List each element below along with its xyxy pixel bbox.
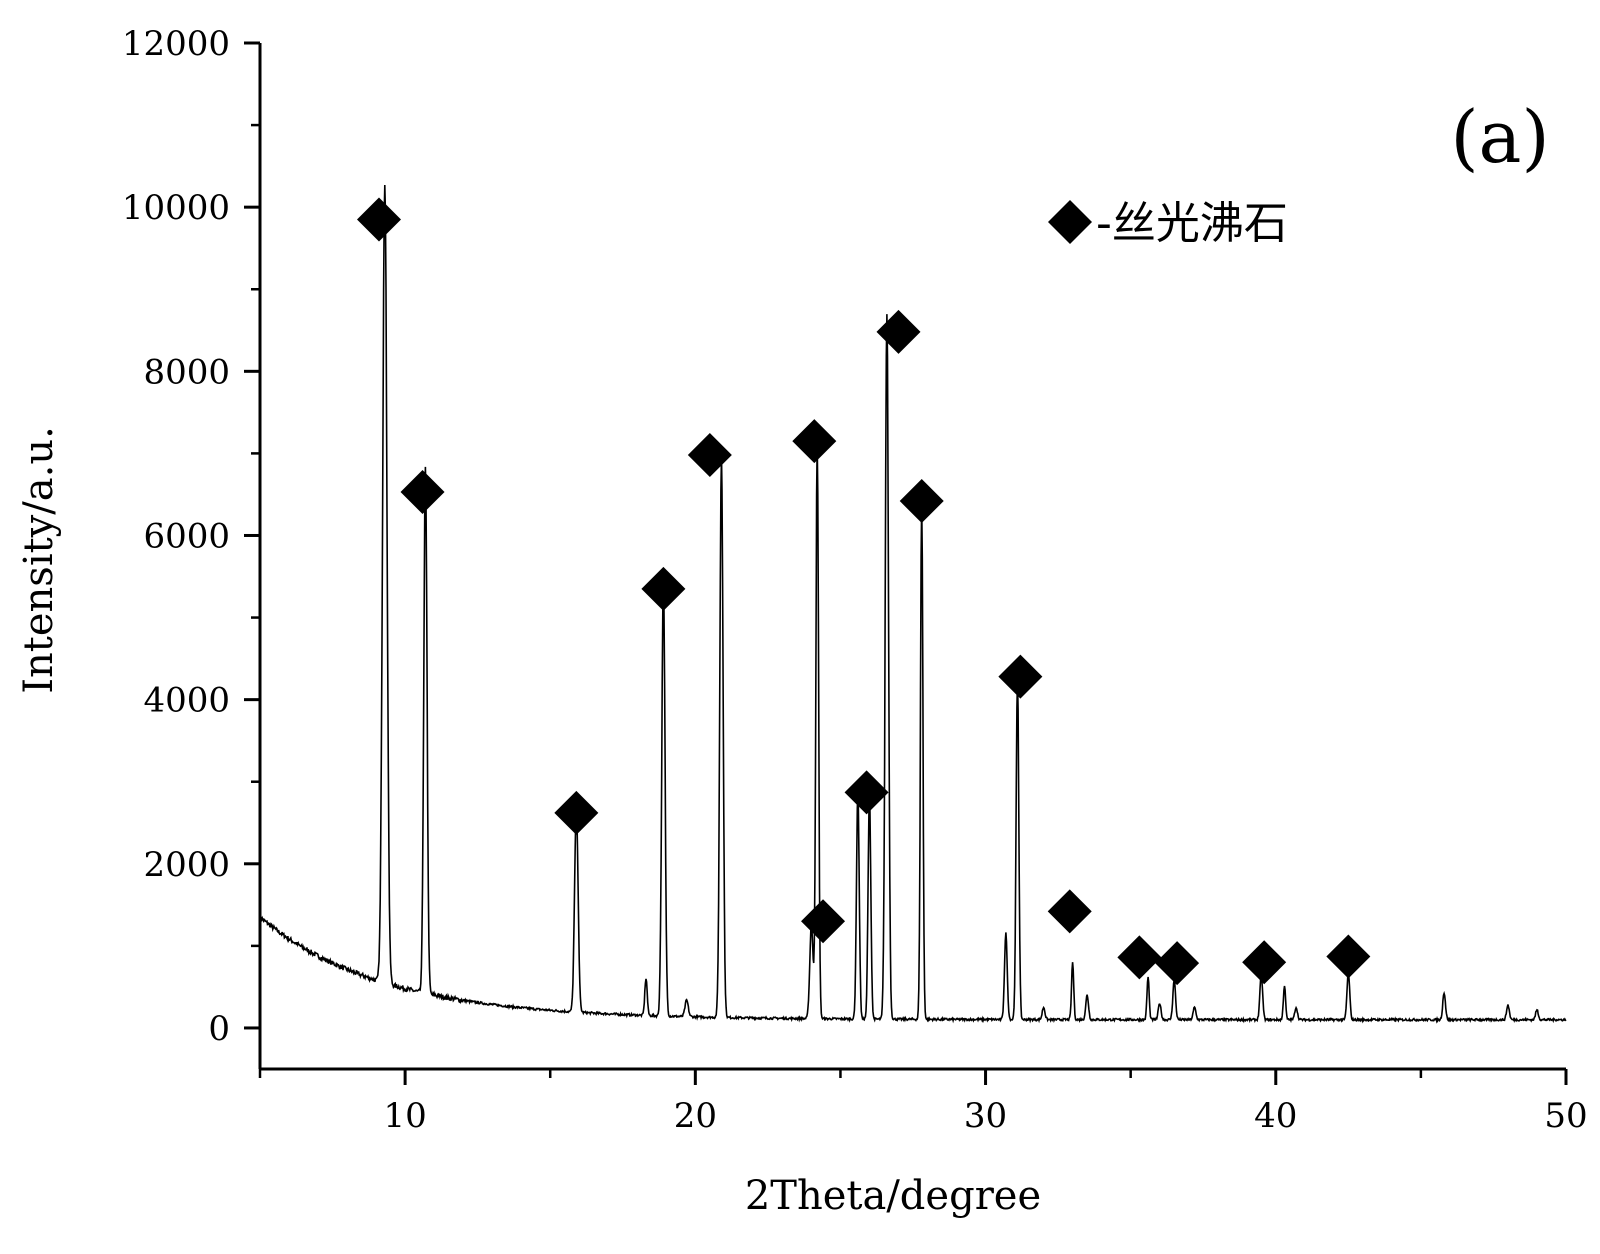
peak-marker-diamond-icon — [1047, 889, 1092, 934]
peak-marker-diamond-icon — [876, 309, 921, 354]
y-tick-label: 6000 — [143, 516, 230, 556]
x-tick-label: 10 — [383, 1096, 426, 1136]
peak-markers — [356, 197, 1371, 986]
xrd-pattern-line — [259, 184, 1567, 1024]
x-axis-title: 2Theta/degree — [745, 1173, 1041, 1219]
peak-marker-diamond-icon — [1326, 934, 1371, 979]
peak-marker-diamond-icon — [687, 433, 732, 478]
y-axis-title: Intensity/a.u. — [16, 426, 62, 694]
y-tick-label: 4000 — [143, 681, 230, 721]
y-tick-label: 0 — [208, 1009, 230, 1049]
panel-label: (a) — [1450, 95, 1549, 179]
peak-marker-diamond-icon — [1242, 940, 1287, 985]
peak-marker-diamond-icon — [792, 419, 837, 464]
peak-marker-diamond-icon — [356, 197, 401, 242]
x-tick-label: 30 — [964, 1096, 1007, 1136]
peak-marker-diamond-icon — [844, 770, 889, 815]
peak-marker-diamond-icon — [641, 566, 686, 611]
y-tick-label: 8000 — [143, 352, 230, 392]
y-tick-label: 10000 — [122, 188, 230, 228]
y-tick-label: 12000 — [122, 24, 230, 64]
legend: -丝光沸石 — [1048, 198, 1288, 249]
legend-diamond-icon — [1048, 200, 1092, 244]
x-tick-label: 20 — [674, 1096, 717, 1136]
peak-marker-diamond-icon — [554, 790, 599, 835]
peak-marker-diamond-icon — [801, 899, 846, 944]
peak-marker-diamond-icon — [998, 654, 1043, 699]
axes: 0 2000 4000 6000 8000 10000 12000 10 20 30 40 50 — [122, 24, 1588, 1136]
x-tick-label: 40 — [1254, 1096, 1297, 1136]
legend-label: -丝光沸石 — [1096, 198, 1288, 249]
peak-marker-diamond-icon — [899, 479, 944, 524]
peak-marker-diamond-icon — [1155, 941, 1200, 986]
peak-marker-diamond-icon — [400, 469, 445, 514]
x-tick-label: 50 — [1544, 1096, 1587, 1136]
y-tick-label: 2000 — [143, 845, 230, 885]
peak-marker-diamond-icon — [1117, 935, 1162, 980]
